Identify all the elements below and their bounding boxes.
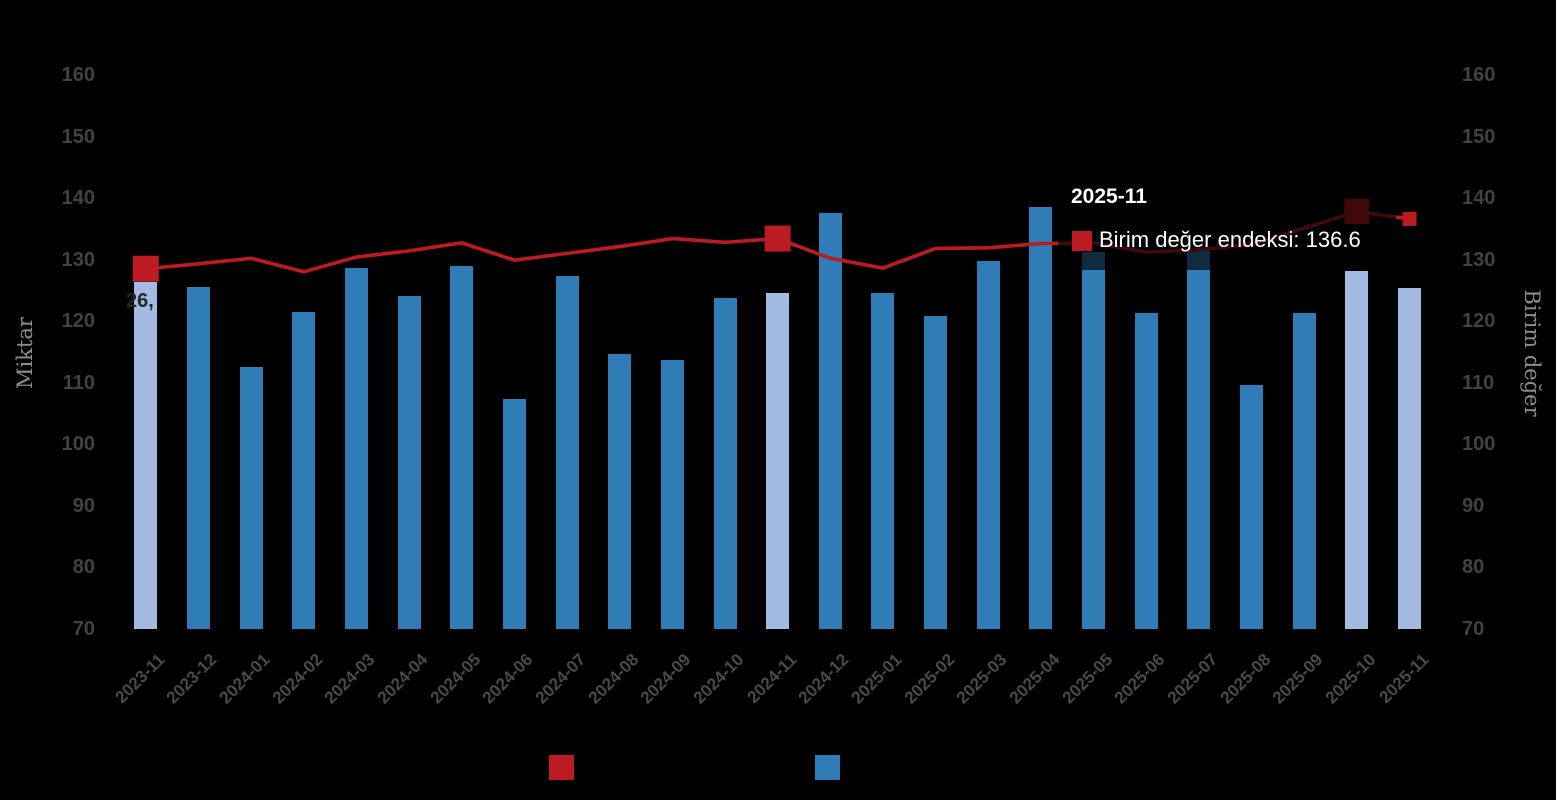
bar-2024-07[interactable]: [555, 276, 579, 630]
x-axis-label-2025-02: 2025-02: [900, 649, 958, 708]
legend-item-unit-value-index[interactable]: [549, 755, 574, 780]
x-axis-label-2025-11: 2025-11: [1374, 649, 1432, 707]
bar-2025-02[interactable]: [924, 316, 948, 630]
right-axis-tick-label: 100: [1462, 433, 1496, 455]
left-axis-tick-label: 70: [72, 617, 95, 640]
bar-2024-12[interactable]: [818, 212, 842, 630]
bar-2025-06[interactable]: [1134, 313, 1158, 630]
bar-2023-11[interactable]: [134, 282, 158, 630]
x-axis-label-2024-03: 2024-03: [321, 649, 379, 708]
x-axis-label-2024-08: 2024-08: [584, 649, 643, 708]
x-axis-label-2024-07: 2024-07: [531, 649, 590, 708]
bar-2024-06[interactable]: [502, 399, 526, 630]
right-axis-tick-label: 140: [1462, 187, 1496, 209]
bar-2024-08[interactable]: [608, 354, 632, 630]
x-axis-label-2024-02: 2024-02: [268, 649, 327, 708]
right-axis-tick-label: 160: [1462, 64, 1496, 86]
x-axis-label-2024-01: 2024-01: [215, 649, 274, 708]
line-marker-2025-11[interactable]: [1402, 211, 1417, 226]
tooltip-title: 2025-11: [1071, 185, 1147, 208]
bar-2025-11[interactable]: [1398, 288, 1422, 630]
left-axis-tick-label: 100: [61, 433, 95, 455]
right-axis-title: Birim değer: [1520, 289, 1544, 417]
tooltip-series-value: Birim değer endeksi: 136.6: [1099, 227, 1361, 252]
right-axis-tick-label: 130: [1462, 248, 1496, 271]
x-axis-label-2025-10: 2025-10: [1321, 649, 1380, 708]
bar-2025-10[interactable]: [1345, 271, 1369, 630]
bar-2024-05[interactable]: [450, 265, 474, 630]
bar-2023-12[interactable]: [186, 286, 210, 630]
bar-2025-07[interactable]: [1187, 250, 1211, 630]
x-axis-label-2024-04: 2024-04: [373, 649, 432, 708]
legend-item-quantity-index[interactable]: [815, 755, 840, 780]
tooltip-series-swatch-icon: [1072, 231, 1092, 251]
left-axis-tick-label: 120: [61, 310, 95, 332]
right-axis-tick-label: 150: [1462, 125, 1496, 148]
bar-2025-03[interactable]: [976, 260, 1000, 630]
left-axis-tick-label: 130: [61, 248, 95, 271]
bar-2024-11[interactable]: [766, 292, 790, 630]
bar-2025-08[interactable]: [1240, 384, 1264, 630]
right-axis-tick-label: 110: [1462, 371, 1495, 394]
right-axis-tick-label: 70: [1462, 617, 1485, 640]
x-axis-label-2025-07: 2025-07: [1163, 649, 1222, 708]
x-axis-label-2024-12: 2024-12: [795, 649, 853, 708]
bar-2024-10[interactable]: [713, 298, 737, 630]
x-axis-label-2024-06: 2024-06: [479, 649, 537, 708]
x-axis-label-2025-05: 2025-05: [1058, 649, 1116, 708]
x-axis-label-2024-09: 2024-09: [637, 649, 695, 708]
x-axis-label-2025-03: 2025-03: [953, 649, 1011, 708]
bar-2024-02[interactable]: [292, 312, 316, 630]
x-axis-label-2023-11: 2023-11: [111, 649, 169, 707]
left-axis-tick-label: 140: [61, 187, 95, 209]
tooltip: [1058, 182, 1396, 270]
right-axis-tick-label: 120: [1462, 310, 1496, 332]
x-axis-label-2024-11: 2024-11: [743, 649, 801, 707]
x-axis-label-2025-06: 2025-06: [1111, 649, 1169, 708]
bar-2024-04[interactable]: [397, 295, 421, 630]
left-axis-tick-label: 90: [72, 494, 95, 517]
bar-2025-04[interactable]: [1029, 206, 1053, 630]
bar-2024-01[interactable]: [239, 366, 263, 630]
x-axis-label-2025-08: 2025-08: [1216, 649, 1274, 708]
bar-2024-03[interactable]: [344, 268, 368, 630]
line-marker-2024-11[interactable]: [764, 225, 791, 252]
bar-2025-05[interactable]: [1082, 251, 1106, 630]
x-axis-label-2024-05: 2024-05: [426, 649, 485, 708]
x-axis-label-2025-09: 2025-09: [1269, 649, 1327, 708]
right-axis-tick-label: 80: [1462, 556, 1485, 578]
x-axis-label-2023-12: 2023-12: [163, 649, 221, 708]
left-axis-title: Miktar: [13, 317, 37, 389]
bar-2024-09[interactable]: [660, 360, 684, 630]
x-axis-label-2025-04: 2025-04: [1005, 649, 1064, 708]
bar-2025-09[interactable]: [1292, 313, 1316, 630]
line-marker-2023-11[interactable]: [132, 255, 159, 282]
x-axis-label-2025-01: 2025-01: [847, 649, 906, 708]
x-axis-label-2024-10: 2024-10: [689, 649, 748, 708]
left-axis-tick-label: 110: [62, 371, 95, 394]
bar-2025-01[interactable]: [871, 292, 895, 630]
right-axis-tick-label: 90: [1462, 494, 1485, 517]
left-axis-tick-label: 80: [72, 556, 95, 578]
first-bar-data-label: 26,: [126, 290, 154, 312]
left-axis-tick-label: 160: [61, 64, 95, 86]
left-axis-tick-label: 150: [61, 125, 95, 148]
